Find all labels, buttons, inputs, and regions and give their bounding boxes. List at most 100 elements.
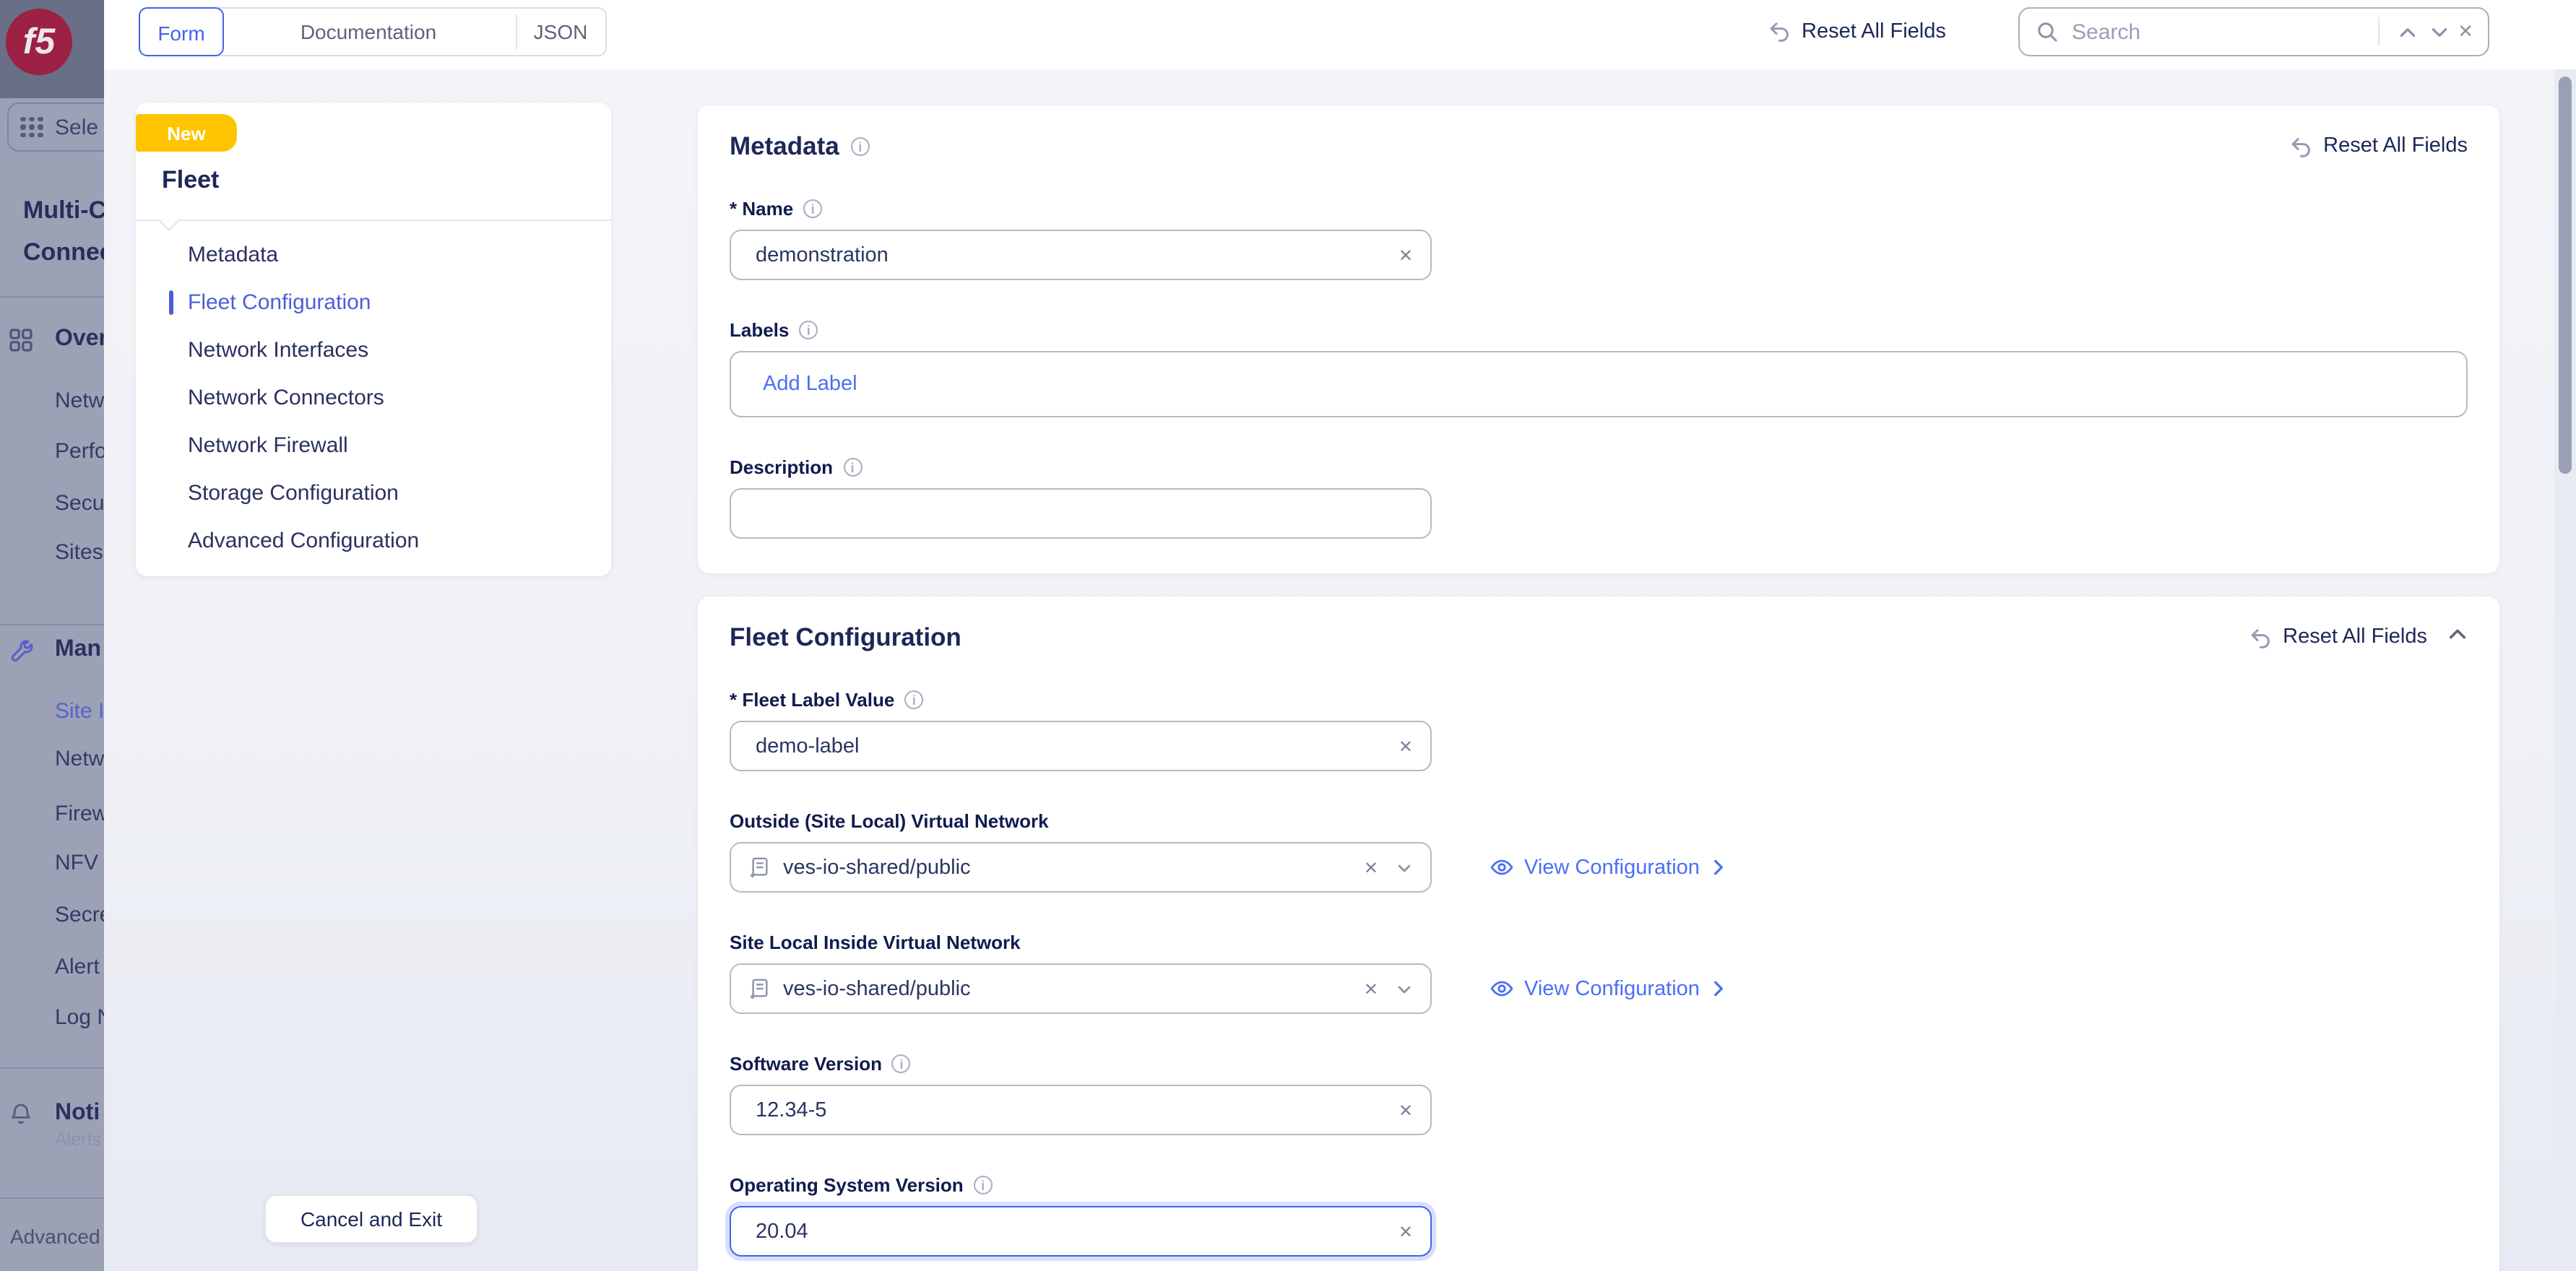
nav-item-network-firewall[interactable]: Network Firewall [188,433,348,458]
sidebar-header: f5 [0,0,104,98]
tab-form[interactable]: Form [139,7,224,56]
nav-item-storage-configuration[interactable]: Storage Configuration [188,481,399,506]
sidebar-advanced-toggle: Advanced [10,1225,100,1248]
form-section-nav: New Fleet Metadata Fleet Configuration N… [136,103,611,576]
clear-inside-network-icon[interactable]: ✕ [1363,979,1378,999]
labels-box: Add Label [730,351,2468,417]
name-label: * Name [730,196,2468,220]
object-ref-icon [750,857,768,878]
metadata-reset-all-fields[interactable]: Reset All Fields [2287,134,2468,158]
fleet-label-value-input[interactable] [730,721,1432,771]
tab-documentation[interactable]: Documentation [300,20,437,43]
undo-icon [1770,22,1789,42]
sidebar-notifications-sub: Alerts [55,1129,101,1150]
clear-software-version-icon[interactable]: ✕ [1398,1100,1413,1120]
page-scrollbar[interactable] [2554,69,2576,1271]
search-next-button[interactable] [2423,16,2455,48]
nav-item-network-interfaces[interactable]: Network Interfaces [188,338,369,363]
search-box: ✕ [2018,7,2489,56]
inside-network-field: Site Local Inside Virtual Network ve [730,930,2468,1014]
clear-name-icon[interactable]: ✕ [1398,245,1413,265]
app-title-line1: Multi-C [23,196,104,224]
form-nav-notch [158,210,180,232]
form-topbar: Documentation JSON Form Reset All Fields [104,0,2576,71]
wrench-icon [11,640,33,661]
nav-item-network-connectors[interactable]: Network Connectors [188,386,384,410]
nav-item-fleet-configuration[interactable]: Fleet Configuration [136,279,611,326]
name-input[interactable] [730,230,1432,280]
software-version-field: Software Version ✕ [730,1051,2468,1135]
description-label: Description [730,455,2468,478]
search-prev-button[interactable] [2391,16,2423,48]
clear-os-version-icon[interactable]: ✕ [1398,1221,1413,1241]
chevron-right-icon [1714,981,1724,997]
chevron-up-icon [2399,27,2415,36]
reset-all-fields-top[interactable]: Reset All Fields [1765,19,1946,43]
sidebar-item-sites: Sites [55,540,103,565]
os-version-field: Operating System Version ✕ [730,1173,2468,1257]
search-icon [2038,22,2057,42]
select-service-label: Sele [55,115,99,139]
undo-icon [2251,628,2270,648]
view-tab-group: Documentation JSON Form [139,7,607,56]
info-icon [973,1175,993,1194]
collapse-section-button[interactable] [2447,623,2468,651]
sidebar-item-firewall: Firew [55,802,104,826]
overview-icon [9,329,33,352]
info-icon [799,320,818,339]
sidebar-section-overview: Over [55,326,104,351]
view-inside-network-config-link[interactable]: View Configuration [1490,976,1729,1001]
eye-icon [1490,859,1513,875]
grid-dots-icon [20,116,43,138]
chevron-down-icon[interactable] [1396,980,1413,997]
nav-item-metadata[interactable]: Metadata [188,243,279,267]
metadata-card: Metadata Reset All Fields [698,105,2499,573]
labels-label: Labels [730,318,2468,341]
cancel-and-exit-button[interactable]: Cancel and Exit [264,1194,478,1244]
sidebar-item-site-management: Site I [55,699,104,724]
search-close-icon[interactable]: ✕ [2458,20,2473,42]
clear-fleet-label-icon[interactable]: ✕ [1398,736,1413,756]
undo-icon [2291,137,2310,157]
fleet-configuration-card: Fleet Configuration Reset All Fields [698,597,2499,1271]
clear-outside-network-icon[interactable]: ✕ [1363,857,1378,877]
software-version-input[interactable] [730,1085,1432,1135]
scrollbar-thumb[interactable] [2559,77,2572,474]
sidebar-item-networking-manage: Netw [55,747,104,771]
outside-network-label: Outside (Site Local) Virtual Network [730,810,1049,831]
name-field: * Name ✕ [730,196,2468,280]
info-icon [904,690,924,708]
sidebar-divider [0,1197,104,1199]
form-nav-divider [136,220,611,221]
tab-json[interactable]: JSON [533,20,588,43]
add-label-button[interactable]: Add Label [763,373,857,396]
chevron-right-icon [1714,859,1724,875]
new-badge: New [136,114,237,152]
select-service-box: Sele [7,103,104,152]
bell-icon [11,1103,30,1124]
form-content: New Fleet Metadata Fleet Configuration N… [104,69,2576,1271]
sidebar-item-nfv: NFV [55,851,98,875]
app-title-line2: Connec [23,238,104,266]
view-outside-network-config-link[interactable]: View Configuration [1490,855,1729,880]
os-version-input[interactable] [730,1206,1432,1257]
labels-field: Labels Add Label [730,318,2468,417]
description-input[interactable] [730,488,1432,539]
outside-network-select[interactable]: ves-io-shared/public ✕ [730,842,1432,893]
active-indicator-bar [169,290,173,315]
fleet-label-value-label: * Fleet Label Value [730,687,2468,711]
sidebar-item-secrets: Secre [55,903,104,927]
object-ref-icon [750,979,768,999]
inside-network-select[interactable]: ves-io-shared/public ✕ [730,963,1432,1014]
chevron-up-icon [2449,628,2466,638]
chevron-down-icon [2431,27,2447,36]
chevron-down-icon[interactable] [1396,859,1413,876]
sidebar-item-log-management: Log N [55,1005,104,1030]
search-input[interactable] [2069,18,2373,45]
nav-item-advanced-configuration[interactable]: Advanced Configuration [188,529,420,553]
inside-network-value: ves-io-shared/public [783,977,971,1000]
os-version-label: Operating System Version [730,1173,2468,1196]
sidebar-section-manage: Man [55,637,101,661]
fleet-reset-all-fields[interactable]: Reset All Fields [2247,625,2427,649]
